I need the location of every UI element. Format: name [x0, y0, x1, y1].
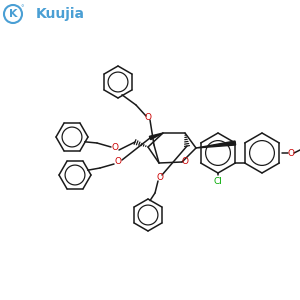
- Text: Cl: Cl: [214, 176, 222, 185]
- Text: K: K: [9, 9, 17, 19]
- Polygon shape: [196, 141, 236, 148]
- Text: O: O: [287, 148, 295, 158]
- Text: O: O: [157, 173, 164, 182]
- Text: Kuujia: Kuujia: [36, 7, 85, 21]
- Text: O: O: [145, 113, 152, 122]
- Polygon shape: [149, 133, 163, 140]
- Text: °: °: [21, 5, 24, 11]
- Text: O: O: [182, 157, 188, 166]
- Text: O: O: [112, 143, 118, 152]
- Text: O: O: [115, 158, 122, 166]
